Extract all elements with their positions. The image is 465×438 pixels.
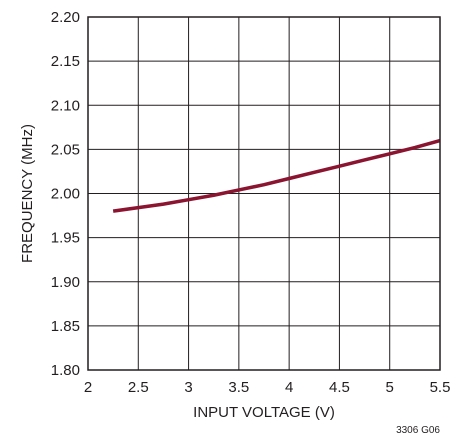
y-tick-label: 2.05 <box>51 141 80 158</box>
x-tick-label: 3 <box>184 379 192 396</box>
y-tick-label: 1.85 <box>51 318 80 335</box>
y-tick-label: 1.80 <box>51 362 80 379</box>
x-tick-label: 5.5 <box>430 379 451 396</box>
plot-frame <box>87 16 441 371</box>
x-tick-labels: 2 2.5 3 3.5 4 4.5 5 5.5 <box>84 379 451 396</box>
y-tick-label: 2.20 <box>51 9 80 26</box>
x-tick-label: 5 <box>386 379 394 396</box>
y-tick-label: 2.00 <box>51 186 80 203</box>
y-tick-label: 1.95 <box>51 230 80 247</box>
x-tick-label: 4 <box>285 379 293 396</box>
x-tick-label: 3.5 <box>228 379 249 396</box>
figure-id: 3306 G06 <box>396 425 440 436</box>
x-tick-label: 4.5 <box>329 379 350 396</box>
x-tick-label: 2.5 <box>128 379 149 396</box>
y-axis-label: FREQUENCY (MHz) <box>19 124 36 263</box>
y-tick-label: 2.15 <box>51 53 80 70</box>
y-tick-label: 1.90 <box>51 274 80 291</box>
x-tick-label: 2 <box>84 379 92 396</box>
grid <box>88 17 440 370</box>
x-axis-label: INPUT VOLTAGE (V) <box>193 404 335 421</box>
y-tick-labels: 1.80 1.85 1.90 1.95 2.00 2.05 2.10 2.15 2.20 <box>51 9 80 379</box>
y-tick-label: 2.10 <box>51 97 80 114</box>
series-layer <box>112 138 441 213</box>
series-line-0 <box>112 138 441 213</box>
